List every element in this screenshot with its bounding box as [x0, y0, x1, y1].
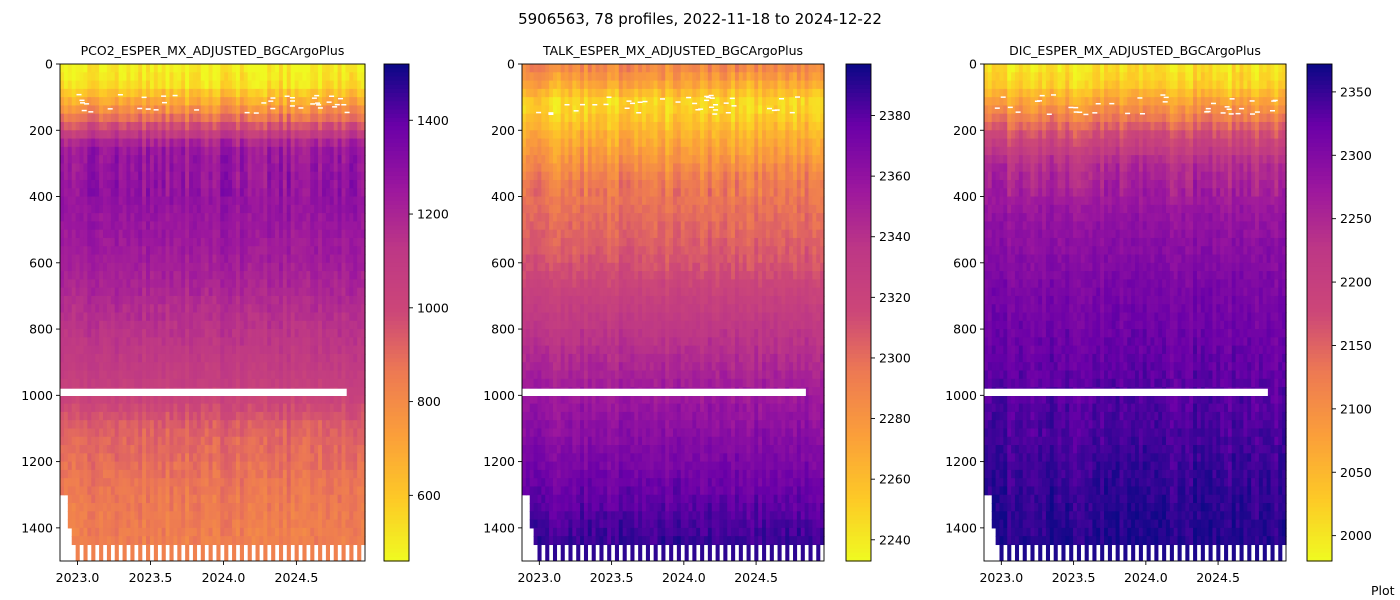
y-tick-label: 0: [507, 57, 515, 72]
colorbar-tick-label: 1000: [417, 300, 449, 315]
heatmap-cells: [522, 64, 825, 561]
y-tick-label: 0: [969, 57, 977, 72]
y-tick-label: 800: [491, 322, 515, 337]
colorbar-frame: [845, 63, 872, 562]
colorbar-tick-label: 2360: [879, 169, 911, 184]
y-tick-label: 800: [953, 322, 977, 337]
x-tick-label: 2023.0: [517, 570, 561, 585]
colorbar-tick-label: 2250: [1340, 211, 1372, 226]
colorbar-tick-label: 2240: [879, 532, 911, 547]
heatmap-cells: [984, 64, 1287, 561]
y-tick-label: 600: [953, 255, 977, 270]
colorbar-tick-label: 800: [417, 394, 441, 409]
missing-data-dashes: [536, 94, 800, 115]
axes-frame: [521, 63, 825, 562]
colorbar-tick-label: 1400: [417, 113, 449, 128]
colorbar-tick-label: 2050: [1340, 465, 1372, 480]
colorbar-tick-label: 2300: [879, 350, 911, 365]
y-tick-label: 800: [29, 322, 53, 337]
missing-data-band: [984, 388, 1268, 396]
colorbar-tick-label: 2340: [879, 229, 911, 244]
axes-frame: [59, 63, 366, 562]
axes-frame: [983, 63, 1287, 562]
footer-label: Plot: [1371, 583, 1395, 598]
figure-title: 5906563, 78 profiles, 2022-11-18 to 2024…: [518, 10, 882, 28]
colorbar-tick-label: 2200: [1340, 275, 1372, 290]
colorbar-tick-label: 2300: [1340, 148, 1372, 163]
y-tick-label: 1000: [21, 388, 53, 403]
y-tick-label: 0: [45, 57, 53, 72]
x-tick-label: 2023.5: [129, 570, 173, 585]
colorbar-frame: [383, 63, 410, 562]
colorbar: 600 800 1000 1200 1400: [383, 63, 449, 562]
panel-title: PCO2_ESPER_MX_ADJUSTED_BGCArgoPlus: [81, 43, 345, 58]
y-tick-label: 400: [491, 189, 515, 204]
colorbar-tick-label: 2260: [879, 472, 911, 487]
x-tick-label: 2023.5: [1052, 570, 1096, 585]
dic-panel: DIC_ESPER_MX_ADJUSTED_BGCArgoPlus 0 200 40…: [945, 43, 1372, 585]
y-tick-label: 200: [491, 123, 515, 138]
missing-data-band: [522, 388, 806, 396]
y-tick-label: 400: [29, 189, 53, 204]
colorbar-tick-label: 2320: [879, 290, 911, 305]
y-tick-label: 1200: [483, 454, 515, 469]
x-tick-label: 2023.0: [56, 570, 100, 585]
colorbar-tick-label: 2150: [1340, 338, 1372, 353]
x-tick-label: 2024.0: [202, 570, 246, 585]
x-tick-label: 2024.0: [1124, 570, 1168, 585]
y-tick-label: 1200: [21, 454, 53, 469]
y-tick-label: 600: [491, 255, 515, 270]
colorbar: 2240 2260 2280 2300 2320 2340 2360 2380: [845, 63, 911, 562]
x-tick-label: 2023.5: [590, 570, 634, 585]
colorbar-tick-label: 600: [417, 488, 441, 503]
y-tick-label: 1200: [945, 454, 977, 469]
y-tick-label: 1400: [483, 520, 515, 535]
colorbar-tick-label: 2000: [1340, 528, 1372, 543]
y-tick-label: 1000: [483, 388, 515, 403]
missing-data-band: [60, 388, 347, 396]
panel-title: TALK_ESPER_MX_ADJUSTED_BGCArgoPlus: [542, 43, 803, 58]
x-tick-label: 2024.0: [662, 570, 706, 585]
colorbar-tick-label: 1200: [417, 207, 449, 222]
x-tick-label: 2024.5: [275, 570, 319, 585]
y-tick-label: 1000: [945, 388, 977, 403]
colorbar: 2000 2050 2100 2150 2200 2250 2300 2350: [1306, 63, 1372, 562]
panel-title: DIC_ESPER_MX_ADJUSTED_BGCArgoPlus: [1009, 43, 1261, 58]
missing-data-dashes: [994, 94, 1278, 116]
colorbar-frame: [1306, 63, 1333, 562]
missing-data-dashes: [76, 93, 350, 114]
x-tick-label: 2024.5: [1196, 570, 1240, 585]
y-tick-label: 1400: [945, 520, 977, 535]
colorbar-tick-label: 2350: [1340, 84, 1372, 99]
y-tick-label: 600: [29, 255, 53, 270]
colorbar-tick-label: 2280: [879, 411, 911, 426]
y-tick-label: 400: [953, 189, 977, 204]
talk-panel: TALK_ESPER_MX_ADJUSTED_BGCArgoPlus 0 200 4…: [483, 43, 911, 585]
x-tick-label: 2023.0: [979, 570, 1023, 585]
y-tick-label: 1400: [21, 520, 53, 535]
colorbar-tick-label: 2380: [879, 108, 911, 123]
pco2-panel: PCO2_ESPER_MX_ADJUSTED_BGCArgoPlus 0 200 4…: [21, 43, 449, 585]
y-tick-label: 200: [29, 123, 53, 138]
x-tick-label: 2024.5: [734, 570, 778, 585]
heatmap-cells: [60, 64, 366, 561]
colorbar-tick-label: 2100: [1340, 401, 1372, 416]
y-tick-label: 200: [953, 123, 977, 138]
